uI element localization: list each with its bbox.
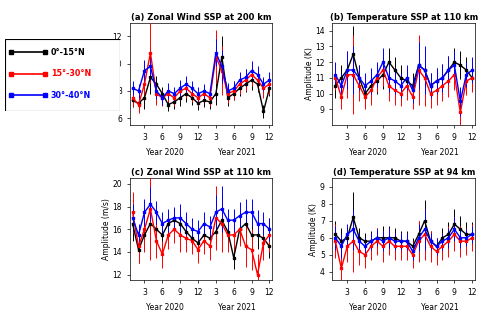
Text: Year 2020: Year 2020 xyxy=(146,147,184,156)
Text: 0°-15°N: 0°-15°N xyxy=(51,48,85,56)
Text: Year 2020: Year 2020 xyxy=(349,303,387,312)
Text: Year 2021: Year 2021 xyxy=(420,147,458,156)
Text: Year 2020: Year 2020 xyxy=(146,303,184,312)
Title: (a) Zonal Wind SSP at 200 km: (a) Zonal Wind SSP at 200 km xyxy=(131,13,271,22)
Text: Year 2021: Year 2021 xyxy=(218,303,255,312)
Text: Year 2020: Year 2020 xyxy=(349,147,387,156)
Text: Year 2021: Year 2021 xyxy=(218,147,255,156)
Title: (c) Zonal Wind SSP at 110 km: (c) Zonal Wind SSP at 110 km xyxy=(131,169,271,177)
Y-axis label: Amplitude (m/s): Amplitude (m/s) xyxy=(102,198,111,260)
Y-axis label: Amplitude (K): Amplitude (K) xyxy=(305,48,314,100)
Y-axis label: Amplitude (m/s): Amplitude (m/s) xyxy=(102,43,111,105)
Text: 30°-40°N: 30°-40°N xyxy=(51,91,91,99)
Title: (d) Temperature SSP at 94 km: (d) Temperature SSP at 94 km xyxy=(333,169,475,177)
Y-axis label: Amplitude (K): Amplitude (K) xyxy=(310,203,319,256)
Title: (b) Temperature SSP at 110 km: (b) Temperature SSP at 110 km xyxy=(330,13,478,22)
Text: 15°-30°N: 15°-30°N xyxy=(51,69,91,78)
Text: Year 2021: Year 2021 xyxy=(420,303,458,312)
